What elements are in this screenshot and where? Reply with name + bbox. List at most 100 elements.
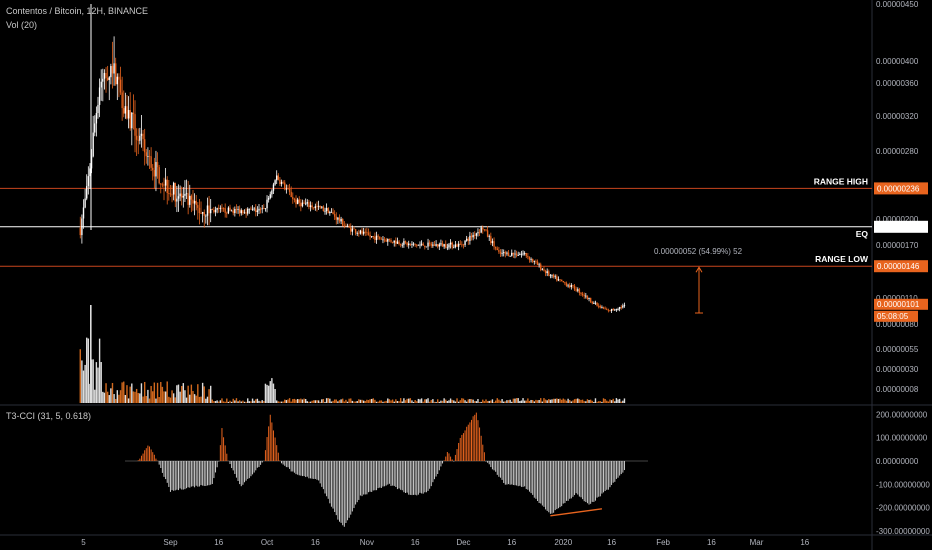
volume-bar [293,398,296,403]
price-tick-label: 0.00000280 [876,147,919,156]
candle-body [474,235,476,236]
volume-bar [248,401,251,403]
volume-bar [295,399,297,403]
candle-body [343,225,346,227]
level-price-tag [874,260,928,273]
volume-bar [564,399,566,403]
volume-bar [535,399,537,403]
volume-bar [171,390,173,403]
volume-bar [142,396,144,403]
candle-body [329,212,331,214]
candle-body [610,309,613,311]
volume-bar [367,400,370,403]
candle-body [535,260,537,262]
volume-bar [256,398,259,403]
time-tick-label: 16 [800,538,809,547]
volume-bar [250,401,252,403]
candle-body [311,205,313,208]
volume-bar [552,398,555,403]
cci-tick-label: 100.00000000 [876,434,928,443]
candle-body [219,207,222,209]
candle-body [304,203,307,205]
volume-bar [585,401,587,403]
volume-bar [287,399,289,403]
candle-body [287,188,289,190]
volume-bar [187,385,189,403]
volume-bar [388,399,391,403]
volume-bar [272,383,275,403]
candle-body [485,229,487,231]
candle-body [271,190,273,195]
candle-body [414,243,416,245]
volume-bar [570,401,573,403]
volume-bar [594,398,597,403]
price-tick-label: 0.00000200 [876,215,919,224]
volume-bar [261,400,263,403]
volume-bar [203,386,205,403]
volume-bar [586,399,589,403]
candle-body [507,252,510,257]
candle-body [581,293,584,296]
candle-body [472,235,474,238]
candle-body [491,241,494,244]
volume-bar [477,399,479,403]
volume-bar [322,398,325,403]
volume-tick-label: 0.00000030 [876,365,919,374]
volume-bar [395,399,397,403]
volume-bar [478,401,481,403]
candle-body [90,156,93,169]
volume-bar [137,392,139,403]
volume-bar [538,400,540,403]
candle-body [232,210,234,214]
volume-legend[interactable]: Vol (20) [6,20,38,30]
candle-body [425,246,428,248]
candle-body [92,132,94,157]
candle-body [79,227,81,236]
candle-body [182,195,185,198]
volume-bar [422,401,424,403]
candle-body [113,63,115,74]
volume-bar [161,386,164,403]
volume-bar [416,401,418,403]
volume-bar [551,399,553,403]
candle-body [586,295,589,299]
volume-bar [314,400,317,403]
candle-body [514,253,516,255]
volume-bar [216,400,218,403]
volume-bar [230,401,233,403]
cci-legend[interactable]: T3-CCI (31, 5, 0.618) [6,411,92,421]
volume-bar [213,401,215,403]
volume-bar [185,397,188,403]
candle-body [445,244,447,248]
volume-bar [387,398,389,403]
candle-body [351,228,354,232]
volume-bar [324,401,326,403]
candle-body [483,229,486,231]
candle-body [234,209,236,214]
candle-body [169,193,172,195]
candle-body [551,274,553,276]
price-tick-label: 0.00000450 [876,0,919,9]
candle-body [438,244,441,247]
candle-body [153,170,156,177]
volume-bar [364,401,366,403]
candle-body [211,209,213,210]
candle-body [573,285,576,290]
volume-bar [578,399,581,403]
volume-bar [562,398,564,403]
volume-bar [361,399,363,403]
volume-bar [598,401,600,403]
candle-body [424,245,426,248]
volume-bar [155,398,157,403]
volume-bar [425,399,428,403]
volume-bar [247,398,249,403]
price-tick-label: 0.00000360 [876,79,919,88]
candle-body [441,243,444,247]
candle-body [409,243,412,245]
volume-bar [409,398,412,403]
candle-body [490,236,492,244]
chart-title[interactable]: Contentos / Bitcoin, 12H, BINANCE [6,6,149,16]
volume-bar [366,399,368,403]
